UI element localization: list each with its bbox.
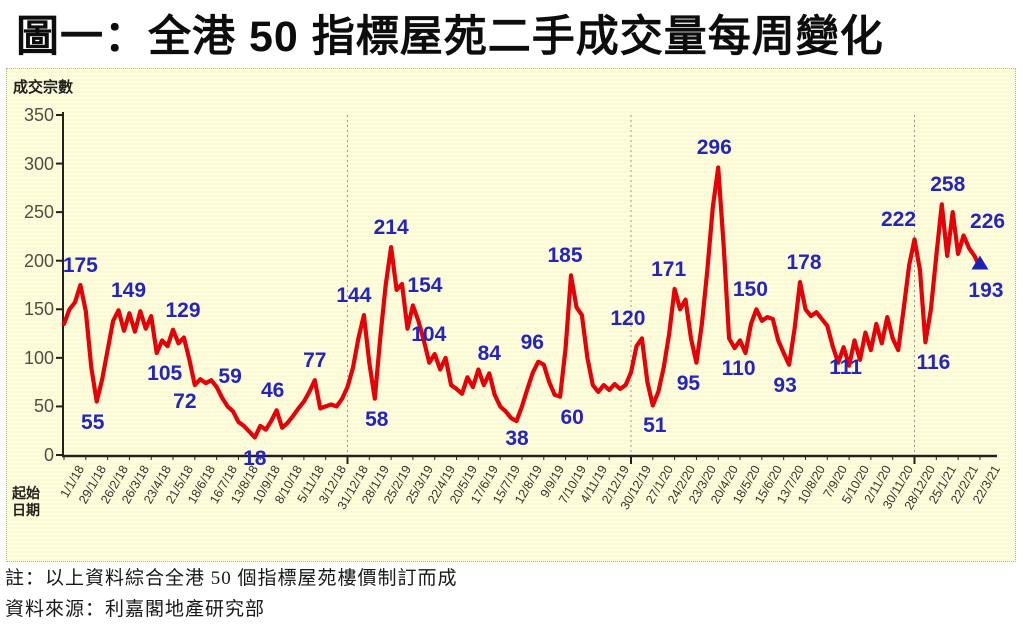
data-point-label: 296	[696, 136, 732, 160]
footnote-data-source: 資料來源：利嘉閣地產研究部	[5, 599, 266, 620]
y-tick-label: 50	[33, 396, 54, 417]
data-point-label: 175	[62, 254, 98, 277]
y-axis-unit-label: 成交宗數	[13, 79, 74, 96]
footnotes: 註：以上資料綜合全港 50 個指標屋苑樓價制訂而成 資料來源：利嘉閣地產研究部	[5, 563, 458, 625]
y-tick-label: 300	[23, 153, 54, 174]
data-point-label: 93	[773, 373, 797, 397]
data-point-label: 129	[165, 298, 201, 322]
data-point-label: 258	[930, 173, 966, 197]
data-point-label: 214	[373, 216, 409, 240]
data-point-label: 104	[411, 322, 447, 346]
x-axis-title-line1: 起始	[12, 485, 40, 501]
chart-title: 圖一：全港 50 指標屋苑二手成交量每周變化	[16, 13, 884, 61]
data-point-label: 60	[560, 405, 584, 429]
end-marker-triangle	[971, 255, 989, 270]
data-point-label: 150	[732, 278, 768, 302]
data-point-label: 110	[721, 357, 756, 381]
data-point-label: 77	[303, 349, 327, 373]
data-point-label: 120	[610, 307, 646, 331]
data-point-label: 149	[110, 279, 147, 303]
y-tick-label: 100	[23, 347, 54, 368]
x-axis-title-line2: 日期	[12, 502, 40, 518]
data-point-label: 58	[365, 407, 389, 431]
data-point-label: 178	[786, 251, 822, 275]
transactions-line	[61, 165, 983, 440]
data-point-label: 95	[676, 371, 701, 395]
data-point-label: 55	[81, 410, 105, 434]
y-tick-label: 150	[23, 299, 54, 320]
data-point-label: 51	[643, 414, 667, 438]
y-tick-label: 250	[23, 202, 54, 223]
data-point-label: 116	[916, 351, 951, 375]
data-point-label: 18	[243, 446, 267, 470]
data-point-label: 154	[407, 274, 443, 298]
data-point-label: 222	[880, 208, 917, 232]
y-tick-label: 350	[23, 105, 54, 125]
data-point-label: 171	[651, 257, 687, 281]
data-point-label: 111	[829, 356, 862, 380]
data-point-label: 72	[173, 390, 197, 414]
y-tick-label: 200	[23, 250, 54, 271]
data-point-label: 84	[477, 342, 501, 366]
data-point-label: 38	[505, 427, 529, 451]
data-point-label: 59	[218, 364, 242, 388]
data-point-label: 144	[336, 284, 372, 308]
data-point-label: 105	[147, 362, 183, 385]
data-point-label: 96	[520, 330, 544, 354]
data-point-label: 226	[970, 210, 1006, 234]
data-point-label: 46	[260, 379, 285, 403]
data-point-label: 185	[547, 244, 583, 268]
chart-plot-area	[6, 68, 1016, 562]
data-point-label: 193	[968, 278, 1004, 302]
y-tick-label: 0	[43, 445, 54, 465]
x-axis-title: 起始 日期	[12, 485, 40, 519]
footnote-source-basis: 註：以上資料綜合全港 50 個指標屋苑樓價制訂而成	[5, 568, 458, 589]
